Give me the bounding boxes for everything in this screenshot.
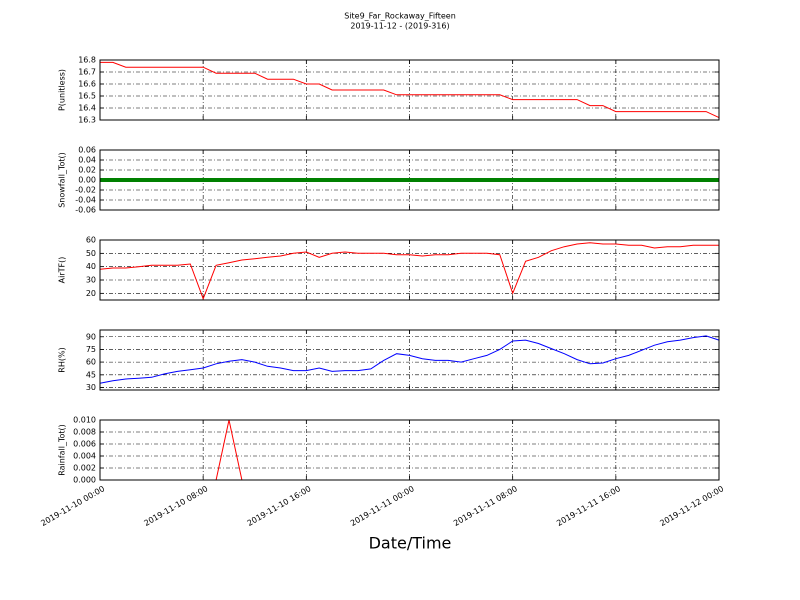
y-tick-label: 0.06 <box>78 146 96 155</box>
y-tick-label: 0.04 <box>78 156 96 165</box>
data-line <box>99 335 720 384</box>
y-axis-label: Rainfall_Tot() <box>58 424 67 476</box>
chart-subtitle: 2019-11-12 - (2019-316) <box>350 22 449 31</box>
plot-frame <box>99 419 720 481</box>
y-tick-label: 0.002 <box>73 464 96 473</box>
y-axis-label: Snowfall_Tot() <box>58 152 67 208</box>
data-line <box>99 242 719 301</box>
plot-frame <box>99 329 720 391</box>
data-line <box>100 61 720 119</box>
x-axis-label: Date/Time <box>369 534 452 553</box>
plot-frame <box>99 149 720 211</box>
y-tick-label: 75 <box>86 345 96 354</box>
y-tick-label: 0.000 <box>73 476 96 485</box>
plot-frame <box>99 239 720 301</box>
y-tick-label: 0.00 <box>78 176 96 185</box>
y-tick-label: 0.010 <box>73 416 96 425</box>
y-tick-label: -0.04 <box>75 196 96 205</box>
y-tick-label: 16.7 <box>78 68 96 77</box>
y-tick-label: 0.006 <box>73 440 96 449</box>
y-axis-label: P(unitless) <box>58 69 67 111</box>
y-tick-label: 60 <box>86 236 96 245</box>
y-tick-label: 16.5 <box>78 92 96 101</box>
y-tick-label: 30 <box>86 383 96 392</box>
y-tick-label: 60 <box>86 358 96 367</box>
y-tick-label: 90 <box>86 332 96 341</box>
y-tick-label: 50 <box>86 249 96 258</box>
y-tick-label: 45 <box>86 370 96 379</box>
y-tick-label: 0.004 <box>73 452 96 461</box>
y-tick-label: 40 <box>86 262 96 271</box>
y-tick-label: 0.008 <box>73 428 96 437</box>
y-tick-label: -0.06 <box>75 206 96 215</box>
y-tick-label: -0.02 <box>75 186 96 195</box>
y-tick-label: 16.3 <box>78 116 96 125</box>
y-axis-label: RH(%) <box>58 347 67 372</box>
y-tick-label: 16.8 <box>78 56 96 65</box>
y-tick-label: 20 <box>86 289 96 298</box>
y-tick-label: 0.02 <box>78 166 96 175</box>
y-tick-label: 16.6 <box>78 80 96 89</box>
y-tick-label: 30 <box>86 276 96 285</box>
y-tick-label: 16.4 <box>78 104 96 113</box>
plot-frame <box>99 59 720 121</box>
chart-title: Site9_Far_Rockaway_Fifteen <box>344 12 456 21</box>
y-axis-label: AirTF() <box>58 257 67 284</box>
